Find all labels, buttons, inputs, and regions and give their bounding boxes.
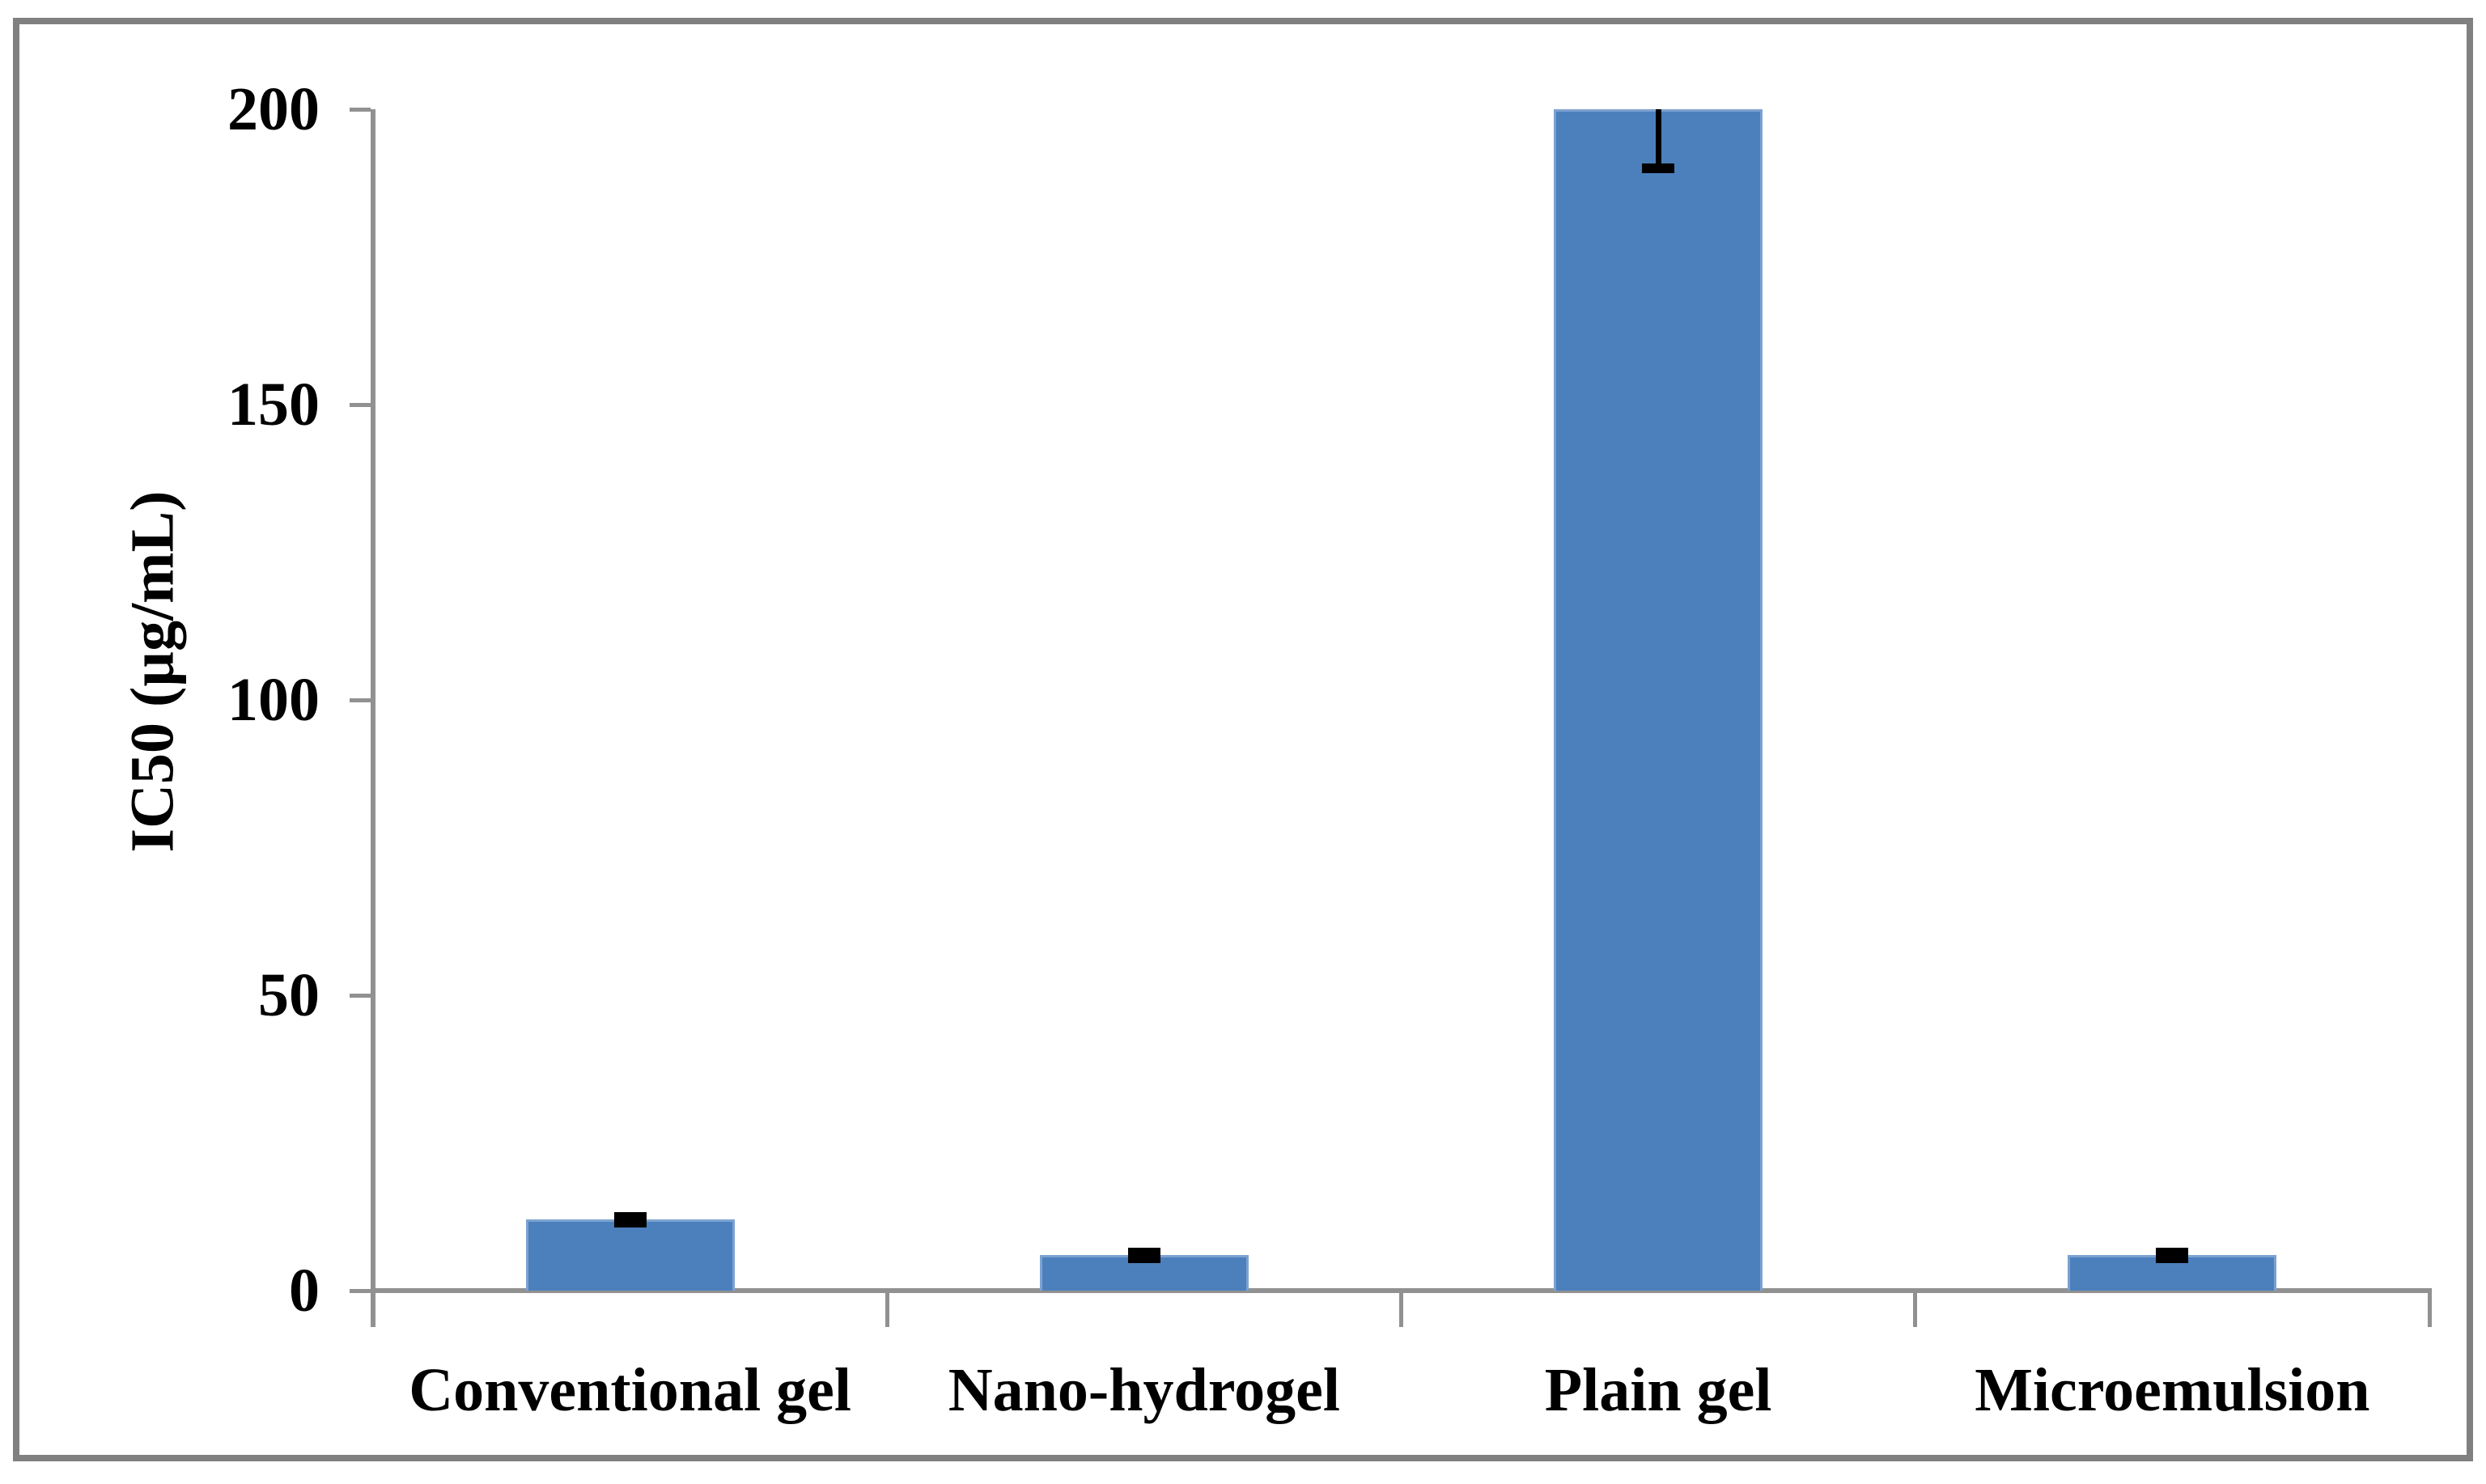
x-tick [2427, 1291, 2432, 1327]
bar-conventional-gel [525, 1219, 735, 1291]
y-tick-label: 150 [227, 371, 320, 439]
x-tick [371, 1291, 375, 1327]
error-bar-whisker-plain-gel [1655, 109, 1661, 168]
y-axis-title: IC50 (µg/mL) [118, 490, 187, 853]
y-tick [350, 107, 371, 112]
y-tick [350, 1288, 371, 1293]
y-tick [350, 993, 371, 998]
error-bar-cap-bottom-plain-gel [1642, 163, 1675, 173]
error-bar-cap-bottom-conventional-gel [613, 1218, 647, 1228]
chart-frame: 0 50 100 150 200 Conventional gel Nano-hydroge… [13, 18, 2473, 1461]
y-tick-label: 100 [227, 666, 320, 734]
category-label-conventional-gel: Conventional gel [409, 1356, 852, 1424]
x-tick [885, 1291, 889, 1327]
y-tick-label: 0 [289, 1257, 320, 1325]
plot-area: 0 50 100 150 200 Conventional gel Nano-hydroge… [227, 75, 2432, 1424]
category-label-nano-hydrogel: Nano-hydrogel [948, 1356, 1340, 1424]
x-tick [1913, 1291, 1918, 1327]
category-label-microemulsion: Microemulsion [1975, 1356, 2370, 1424]
y-tick [350, 402, 371, 407]
bar-plain-gel [1554, 109, 1763, 1291]
y-axis-line [371, 109, 375, 1327]
y-tick-label: 200 [227, 75, 320, 143]
y-tick [350, 697, 371, 702]
y-tick-label: 50 [258, 961, 320, 1029]
error-bar-cap-bottom-microemulsion [2156, 1253, 2189, 1263]
x-tick [1399, 1291, 1403, 1327]
category-label-plain-gel: Plain gel [1544, 1356, 1772, 1424]
error-bar-cap-bottom-nano-hydrogel [1127, 1253, 1160, 1263]
